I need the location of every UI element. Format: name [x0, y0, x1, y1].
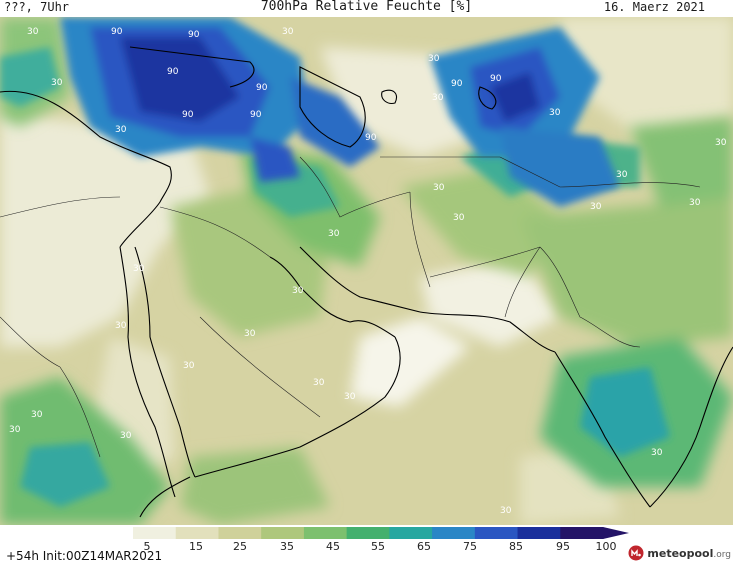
contour-label: 30 — [282, 27, 294, 37]
contour-label: 30 — [344, 392, 356, 402]
colorbar-tick-label: 65 — [417, 540, 431, 553]
colorbar-tick-label: 45 — [326, 540, 340, 553]
logo-tld: .org — [713, 549, 731, 560]
contour-label: 30 — [651, 448, 663, 458]
colorbar-tick-label: 75 — [463, 540, 477, 553]
colorbar-segment — [175, 527, 219, 539]
contour-label: 30 — [433, 183, 445, 193]
contour-label: 30 — [27, 27, 39, 37]
colorbar-ticks: 5 15 25 35 45 55 65 75 85 95 100 — [0, 540, 733, 554]
contour-label: 30 — [292, 286, 304, 296]
borders — [0, 156, 701, 458]
colorbar-segment — [432, 527, 476, 539]
contour-label: 30 — [183, 361, 195, 371]
colorbar-segment — [218, 527, 262, 539]
colorbar — [107, 527, 629, 539]
contour-label: 90 — [250, 110, 262, 120]
contour-label: 30 — [549, 108, 561, 118]
contour-label: 30 — [689, 198, 701, 208]
colorbar-tick-label: 35 — [280, 540, 294, 553]
colorbar-segment — [346, 527, 390, 539]
map-title: 700hPa Relative Feuchte [%] — [260, 0, 473, 14]
contour-label: 90 — [365, 133, 377, 143]
colorbar-segment — [389, 527, 433, 539]
contour-label: 30 — [428, 54, 440, 64]
forecast-date: 16. Maerz 2021 — [603, 0, 705, 14]
colorbar-segment — [133, 527, 177, 539]
contour-label: 30 — [120, 431, 132, 441]
contour-label: 30 — [313, 378, 325, 388]
coastlines — [0, 46, 733, 518]
contour-label: 30 — [115, 321, 127, 331]
humidity-field — [0, 17, 733, 525]
contour-label: 30 — [9, 425, 21, 435]
contour-label: 30 — [244, 329, 256, 339]
colorbar-tick-label: 100 — [595, 540, 617, 553]
contour-label: 90 — [490, 74, 502, 84]
run-info: +54h Init:00Z14MAR2021 — [6, 549, 163, 563]
colorbar-segment — [261, 527, 305, 539]
contour-label: 90 — [256, 83, 268, 93]
location-label: ???, 7Uhr — [4, 0, 70, 14]
colorbar-tick-label: 95 — [556, 540, 570, 553]
colorbar-tick-label: 25 — [233, 540, 247, 553]
humidity-map: 30 30 30 30 30 30 30 30 30 30 30 30 30 30 30 30 30 30 30 30… — [0, 17, 733, 525]
contour-label: 30 — [328, 229, 340, 239]
colorbar-tick-label: 85 — [509, 540, 523, 553]
contour-label: 90 — [188, 30, 200, 40]
map-canvas: 30 30 30 30 30 30 30 30 30 30 30 30 30 30 30 30 30 30 30 30… — [0, 17, 733, 525]
contour-label: 90 — [111, 27, 123, 37]
contour-label: 30 — [133, 264, 145, 274]
colorbar-segment — [474, 527, 519, 539]
contour-label: 30 — [616, 170, 628, 180]
contour-label: 90 — [451, 79, 463, 89]
colorbar-segment — [107, 527, 133, 539]
logo-name: meteopool — [647, 546, 714, 560]
contour-label: 30 — [453, 213, 465, 223]
contour-label: 90 — [182, 110, 194, 120]
contour-label: 30 — [432, 93, 444, 103]
contour-label: 30 — [51, 78, 63, 88]
colorbar-segment — [560, 527, 604, 539]
contour-label: 30 — [115, 125, 127, 135]
colorbar-tick-label: 5 — [143, 540, 151, 553]
meteopool-logo[interactable]: meteopool.org — [628, 543, 731, 563]
contour-label: 90 — [167, 67, 179, 77]
colorbar-segment — [517, 527, 561, 539]
contour-labels: 30 30 30 30 30 30 30 30 30 30 30 30 30 30 30 30 30 30 30 30… — [9, 27, 727, 516]
colorbar-end-arrow — [603, 527, 629, 539]
colorbar-tick-label: 55 — [371, 540, 385, 553]
contour-label: 30 — [31, 410, 43, 420]
colorbar-segment — [303, 527, 348, 539]
logo-icon — [628, 545, 644, 561]
colorbar-tick-label: 15 — [189, 540, 203, 553]
contour-label: 30 — [500, 506, 512, 516]
contour-label: 30 — [715, 138, 727, 148]
contour-label: 30 — [590, 202, 602, 212]
